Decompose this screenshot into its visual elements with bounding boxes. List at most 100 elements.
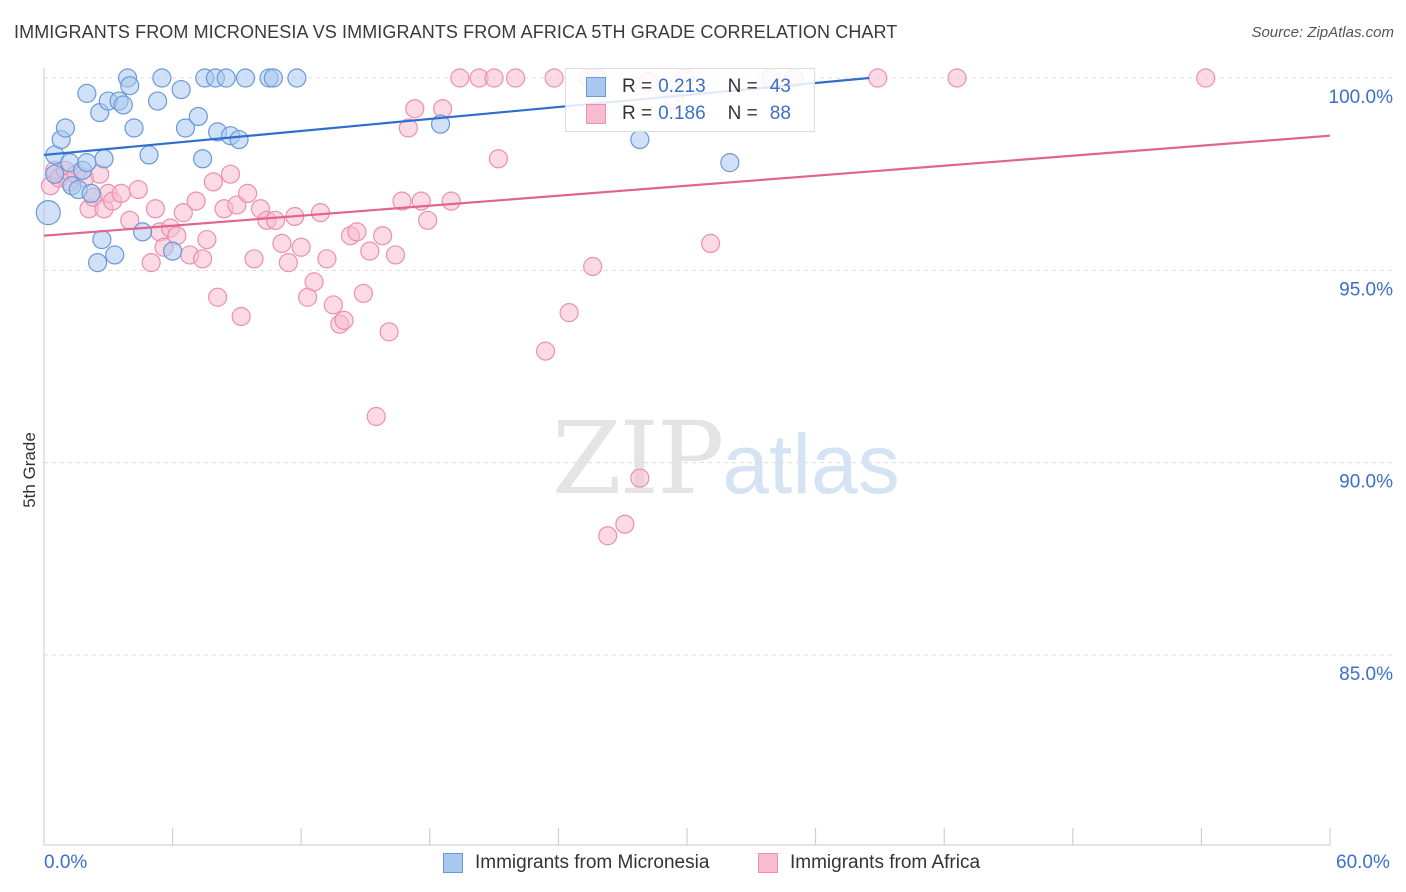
africa-point — [334, 310, 354, 330]
africa-point — [505, 68, 526, 88]
micronesia-point — [55, 118, 76, 138]
africa-point — [347, 222, 367, 242]
legend-swatch-micronesia — [443, 853, 463, 873]
africa-point — [947, 68, 967, 88]
africa-point — [220, 164, 241, 184]
africa-point — [317, 249, 337, 269]
micronesia-point — [152, 68, 172, 88]
africa-point — [373, 226, 393, 246]
legend-n-label: N = — [727, 103, 758, 124]
legend-r-label: R = — [622, 103, 653, 124]
micronesia-point — [77, 83, 97, 103]
africa-point — [615, 514, 635, 534]
africa-point — [535, 341, 556, 361]
africa-point — [441, 191, 461, 211]
africa-point — [265, 210, 286, 230]
micronesia-point — [175, 118, 196, 138]
africa-point — [323, 295, 343, 315]
legend-r-label: R = — [622, 76, 653, 97]
micronesia-point — [92, 229, 112, 250]
africa-point — [1196, 68, 1216, 88]
legend-label-micronesia: Immigrants from Micronesia — [475, 852, 710, 873]
y-tick-label: 95.0% — [1339, 279, 1393, 300]
watermark-atlas: atlas — [722, 417, 900, 511]
micronesia-point — [630, 129, 650, 150]
africa-trend-line — [43, 134, 1331, 237]
legend-item-africa[interactable]: Immigrants from Africa — [758, 852, 980, 874]
series-micronesia-points — [35, 68, 740, 273]
africa-point — [484, 68, 504, 88]
micronesia-point — [216, 68, 236, 88]
africa-point — [544, 68, 564, 88]
africa-point — [278, 253, 298, 273]
africa-point — [450, 68, 470, 88]
africa-point — [186, 191, 206, 211]
africa-point — [488, 149, 508, 169]
micronesia-point — [113, 95, 133, 115]
africa-point — [203, 172, 223, 192]
micronesia-point — [430, 114, 451, 134]
africa-point — [583, 256, 603, 277]
micronesia-point — [287, 68, 307, 88]
correlation-legend: R = 0.213 N = 43 R = 0.186 N = 88 — [565, 68, 815, 132]
africa-point — [193, 249, 213, 269]
africa-point — [385, 245, 406, 265]
africa-point — [197, 229, 217, 250]
micronesia-point — [193, 149, 213, 169]
chart-title: IMMIGRANTS FROM MICRONESIA VS IMMIGRANTS… — [14, 22, 898, 42]
africa-point — [272, 233, 292, 254]
africa-point — [291, 237, 311, 257]
y-tick-label: 100.0% — [1329, 87, 1394, 108]
africa-point — [392, 191, 412, 211]
micronesia-point — [35, 200, 61, 226]
gridlines — [44, 77, 1392, 656]
micronesia-point — [94, 149, 114, 169]
micronesia-point — [147, 91, 168, 111]
legend-r-value: 0.186 — [658, 103, 706, 124]
micronesia-point — [163, 241, 183, 261]
micronesia-point — [171, 79, 191, 100]
africa-point — [398, 118, 418, 138]
africa-point — [141, 253, 161, 273]
africa-point — [244, 249, 264, 269]
x-tick-label-min: 0.0% — [44, 852, 88, 873]
legend-swatch-micronesia — [586, 77, 606, 97]
africa-point — [418, 210, 438, 230]
africa-point — [559, 303, 579, 323]
micronesia-point — [235, 68, 256, 88]
africa-point — [238, 183, 258, 203]
series-legend: Immigrants from Micronesia Immigrants fr… — [0, 852, 1406, 876]
africa-point — [208, 287, 228, 307]
africa-point — [304, 272, 324, 292]
legend-n-label: N = — [727, 76, 758, 97]
watermark-zip: ZIP — [552, 400, 724, 517]
y-tick-label: 90.0% — [1339, 472, 1393, 493]
micronesia-point — [720, 153, 740, 173]
legend-swatch-africa — [586, 104, 606, 124]
legend-item-micronesia[interactable]: Immigrants from Micronesia — [443, 852, 709, 874]
watermark: ZIPatlas — [552, 400, 900, 517]
africa-point — [353, 283, 373, 304]
legend-n-value: 43 — [769, 76, 791, 97]
africa-point — [231, 306, 251, 327]
legend-r-value: 0.213 — [658, 76, 706, 97]
legend-row-africa: R = 0.186 N = 88 — [586, 102, 791, 126]
micronesia-point — [81, 183, 101, 203]
africa-point — [379, 322, 399, 342]
legend-label-africa: Immigrants from Africa — [790, 852, 981, 873]
africa-point — [360, 241, 380, 261]
x-tick-label-max: 60.0% — [1336, 852, 1390, 873]
chart-source: Source: ZipAtlas.com — [1251, 24, 1394, 41]
micronesia-point — [105, 245, 125, 265]
micronesia-point — [229, 129, 249, 150]
africa-point — [145, 199, 166, 219]
legend-n-value: 88 — [769, 103, 791, 124]
micronesia-point — [188, 106, 208, 127]
micronesia-point — [139, 145, 159, 165]
legend-row-micronesia: R = 0.213 N = 43 — [586, 75, 791, 99]
africa-point — [630, 468, 650, 488]
micronesia-point — [45, 164, 65, 184]
micronesia-point — [263, 68, 283, 88]
legend-swatch-africa — [758, 853, 778, 873]
